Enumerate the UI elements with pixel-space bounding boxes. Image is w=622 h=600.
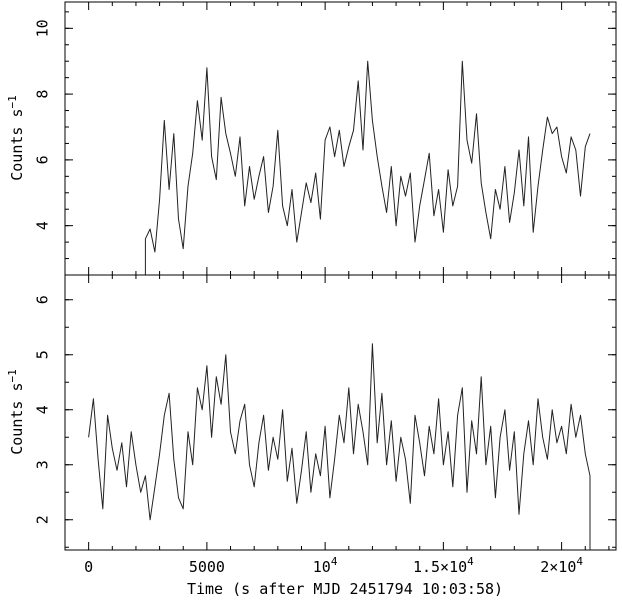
top-ylabel: Counts s−1 [6,95,26,181]
bottom-ytick-label: 6 [34,295,52,304]
top-series-line [144,60,591,275]
x-axis-title: Time (s after MJD 2451794 10:03:58) [187,580,503,598]
bottom-panel: 2 3 4 5 6 0 5000 104 1.5×104 2×104 Counts s−1 Ti… [6,274,617,598]
x-tick-label: 1.5×104 [413,555,474,576]
x-tick-label: 0 [84,558,93,576]
bottom-ytick-label: 3 [34,460,52,469]
top-panel-y-tick-labels: 4 6 8 10 [34,19,52,230]
bottom-series-line [88,343,591,550]
bottom-ylabel-sup: −1 [6,369,19,382]
x-tick-label: 104 [313,555,338,576]
bottom-ytick-label: 5 [34,350,52,359]
bottom-panel-frame [64,274,617,551]
x-tick-label: 5000 [189,558,225,576]
top-ylabel-base: Counts s [8,109,26,181]
bottom-ytick-label: 2 [34,515,52,524]
top-ytick-label: 8 [34,90,52,99]
bottom-panel-ticks [64,275,616,550]
bottom-ytick-label: 4 [34,405,52,414]
top-ytick-label: 6 [34,155,52,164]
top-ytick-label: 4 [34,221,52,230]
top-ytick-label: 10 [34,19,52,37]
bottom-panel-y-tick-labels: 2 3 4 5 6 [34,295,52,524]
top-ylabel-sup: −1 [6,95,19,108]
x-tick-label: 2×104 [540,555,583,576]
bottom-panel-x-tick-labels: 0 5000 104 1.5×104 2×104 [84,555,583,576]
bottom-ylabel: Counts s−1 [6,369,26,455]
bottom-ylabel-base: Counts s [8,383,26,455]
top-panel: 4 6 8 10 Counts s−1 [6,1,617,276]
